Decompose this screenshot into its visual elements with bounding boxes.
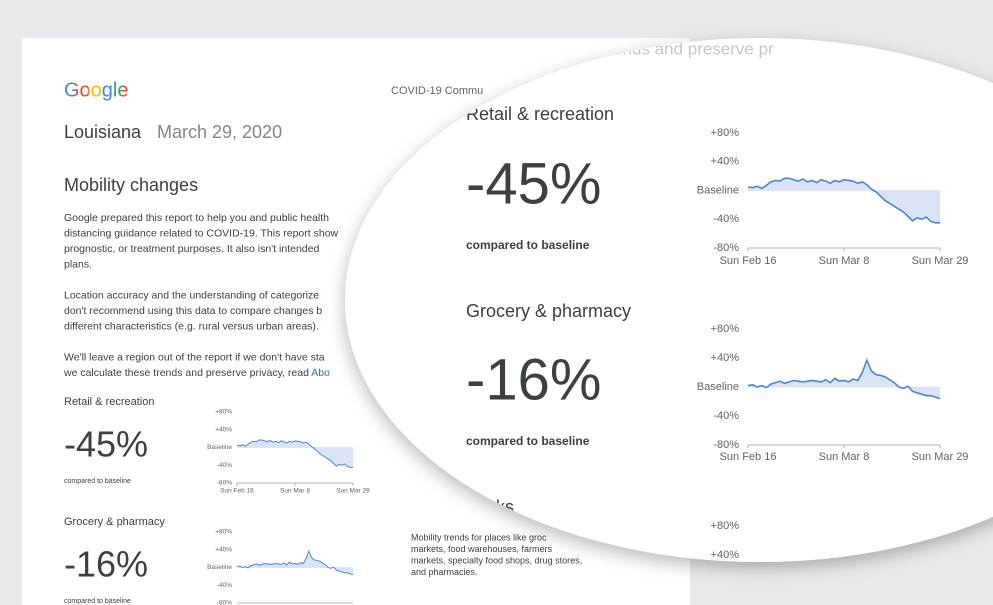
change-value: -16%: [64, 544, 148, 585]
caption: compared to baseline: [64, 478, 131, 485]
line-text: plans.: [64, 258, 92, 270]
line-text: prognostic, or treatment purposes. It al…: [64, 243, 319, 255]
change-value: -16%: [466, 347, 601, 412]
report-title: COVID-19 Commu: [391, 85, 483, 97]
paragraph-line: We'll leave a region out of the report i…: [64, 351, 325, 363]
trend-line: [747, 177, 940, 224]
y-tick-label: +80%: [215, 529, 232, 536]
trend-line: [236, 549, 354, 576]
line-text: We'll leave a region out of the report i…: [64, 351, 325, 363]
line-text: distancing guidance related to COVID-19.…: [64, 227, 339, 239]
x-tick-label: Sun Mar 29: [336, 488, 370, 495]
y-tick-label: -40%: [217, 462, 232, 469]
line-text: Google prepared this report to help you …: [64, 212, 329, 224]
caption: compared to baseline: [466, 434, 590, 448]
magnifier: [345, 38, 993, 562]
area-fill: [237, 439, 353, 468]
metric-title: Retail & recreation: [466, 104, 614, 124]
y-tick-label: +80%: [711, 520, 740, 532]
x-tick-label: Sun Mar 29: [912, 255, 969, 267]
caption: compared to baseline: [64, 598, 131, 605]
date: March 29, 2020: [157, 122, 282, 142]
metric-title: Retail & recreation: [64, 396, 155, 408]
paragraph-line: Location accuracy and the understanding …: [64, 289, 319, 301]
description-line: and pharmacies.: [411, 567, 478, 577]
description-line: markets, food warehouses, farmers: [411, 544, 553, 554]
metric-title: Grocery & pharmacy: [64, 516, 165, 528]
y-tick-label: +80%: [711, 127, 740, 139]
region: Louisiana: [64, 122, 142, 142]
area-fill: [748, 178, 940, 223]
y-tick-label: +40%: [711, 156, 740, 168]
paragraph-line: we calculate these trends and preserve p…: [63, 367, 330, 379]
x-tick-label: Sun Feb 16: [220, 488, 254, 495]
line-text: different characteristics (e.g. rural ve…: [64, 320, 319, 332]
y-tick-label: -80%: [217, 600, 232, 605]
line-text: we calculate these trends and preserve p…: [63, 367, 309, 379]
section-title: Mobility changes: [64, 175, 198, 195]
x-tick-label: Sun Mar 8: [280, 488, 310, 495]
trend-line: [236, 439, 353, 468]
y-tick-label: -80%: [217, 480, 232, 487]
y-tick-label: -40%: [217, 582, 232, 589]
y-tick-label: Baseline: [207, 444, 232, 451]
change-value: -45%: [466, 151, 601, 216]
metric-title: Grocery & pharmacy: [466, 301, 631, 321]
magnified-view: se trends and preserve pr Retail & recre…: [466, 39, 968, 560]
x-tick-label: Sun Mar 8: [819, 451, 870, 463]
y-tick-label: -40%: [713, 410, 739, 422]
x-tick-label: Sun Mar 29: [912, 451, 969, 463]
paragraph-line: distancing guidance related to COVID-19.…: [64, 227, 339, 239]
y-tick-label: +40%: [215, 426, 232, 433]
x-tick-label: Sun Mar 8: [819, 255, 870, 267]
y-tick-label: Baseline: [207, 564, 232, 571]
line-text: don't recommend using this data to compa…: [64, 305, 322, 317]
y-tick-label: -80%: [713, 242, 739, 254]
y-tick-label: Baseline: [697, 184, 739, 196]
trend-line: [747, 357, 941, 400]
paragraph-line: different characteristics (e.g. rural ve…: [64, 320, 319, 332]
y-tick-label: -40%: [713, 213, 739, 225]
link[interactable]: Abo: [311, 367, 330, 379]
y-tick-label: +80%: [711, 323, 740, 335]
paragraph-line: prognostic, or treatment purposes. It al…: [64, 243, 319, 255]
paragraph-line: don't recommend using this data to compa…: [64, 305, 322, 317]
x-tick-label: Sun Feb 16: [720, 255, 777, 267]
paragraph-line: plans.: [64, 258, 92, 270]
change-value: -45%: [64, 424, 148, 465]
paragraph-line: Google prepared this report to help you …: [64, 212, 329, 224]
y-tick-label: Baseline: [697, 381, 739, 393]
logo: Google: [64, 79, 129, 101]
y-tick-label: +80%: [215, 409, 232, 416]
x-tick-label: Sun Feb 16: [720, 451, 777, 463]
description-line: Mobility trends for places like groc: [411, 532, 547, 542]
line-text: Location accuracy and the understanding …: [64, 289, 319, 301]
y-tick-label: +40%: [711, 352, 740, 364]
caption: compared to baseline: [466, 238, 590, 252]
y-tick-label: +40%: [711, 549, 740, 561]
y-tick-label: +40%: [215, 546, 232, 553]
description-line: markets, specialty food shops, drug stor…: [411, 555, 582, 565]
y-tick-label: -80%: [713, 439, 739, 451]
